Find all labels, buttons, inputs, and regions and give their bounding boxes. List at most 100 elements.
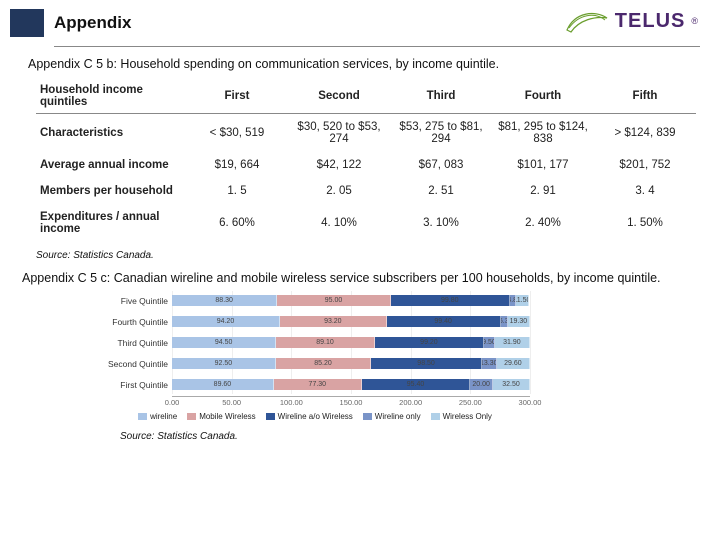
quintile-chart: Five Quintile88.3095.0099.804.811.50 Four… xyxy=(100,291,530,421)
col-header: Fifth xyxy=(594,79,696,114)
col-header: Second xyxy=(288,79,390,114)
cell: 4. 10% xyxy=(288,204,390,242)
table-source: Source: Statistics Canada. xyxy=(36,250,720,261)
table-row: Members per household1. 52. 052. 512. 91… xyxy=(36,178,696,204)
chart-segment: 94.50 xyxy=(172,337,276,348)
axis-tick: 250.00 xyxy=(459,398,482,407)
cell: 1. 50% xyxy=(594,204,696,242)
legend-item: Wireless Only xyxy=(431,412,492,421)
brand-logo: TELUS ® xyxy=(565,8,698,34)
cell: 3. 10% xyxy=(390,204,492,242)
legend-label: Mobile Wireless xyxy=(199,412,255,421)
chart-segment: 99.20 xyxy=(375,337,485,348)
chart-segment: 19.30 xyxy=(508,316,530,327)
chart-legend: wireline Mobile Wireless Wireline a/o Wire… xyxy=(100,412,530,421)
chart-bar-row: Fourth Quintile94.2093.2099.406.319.30 xyxy=(100,312,530,331)
chart-segment: 32.50 xyxy=(493,379,530,390)
cell: 2. 40% xyxy=(492,204,594,242)
chart-segment: 95.40 xyxy=(362,379,470,390)
registered-icon: ® xyxy=(691,16,698,26)
leaf-swoosh-icon xyxy=(565,8,609,34)
cell: 2. 91 xyxy=(492,178,594,204)
col-header: Fourth xyxy=(492,79,594,114)
axis-tick: 150.00 xyxy=(340,398,363,407)
axis-tick: 50.00 xyxy=(222,398,241,407)
chart-segment: 11.50 xyxy=(516,295,530,306)
axis-tick: 300.00 xyxy=(519,398,542,407)
cell: $53, 275 to $81, 294 xyxy=(390,114,492,153)
chart-segment: 89.10 xyxy=(276,337,374,348)
chart-bar-row: Five Quintile88.3095.0099.804.811.50 xyxy=(100,291,530,310)
chart-segment: 94.20 xyxy=(172,316,280,327)
table-row: Expenditures / annual income6. 60%4. 10%… xyxy=(36,204,696,242)
chart-segment: 85.20 xyxy=(276,358,372,369)
cell: $201, 752 xyxy=(594,152,696,178)
legend-swatch xyxy=(431,413,440,420)
chart-bar-row: First Quintile89.6077.3095.4020.0032.50 xyxy=(100,375,530,394)
table-row: Characteristics< $30, 519$30, 520 to $53… xyxy=(36,114,696,153)
col-header: Third xyxy=(390,79,492,114)
cell: 3. 4 xyxy=(594,178,696,204)
chart-row-label: Second Quintile xyxy=(100,359,172,369)
legend-item: wireline xyxy=(138,412,177,421)
header-rule xyxy=(54,46,700,47)
title-block: Appendix xyxy=(0,9,131,37)
legend-swatch xyxy=(187,413,196,420)
row-label: Expenditures / annual income xyxy=(36,204,186,242)
chart-segment: 31.90 xyxy=(495,337,530,348)
chart-segment: 13.30 xyxy=(482,358,497,369)
chart-segment: 9.50 xyxy=(484,337,495,348)
cell: $42, 122 xyxy=(288,152,390,178)
cell: $81, 295 to $124, 838 xyxy=(492,114,594,153)
chart-segment: 92.50 xyxy=(172,358,276,369)
cell: 2. 51 xyxy=(390,178,492,204)
legend-label: wireline xyxy=(150,412,177,421)
chart-segment: 95.00 xyxy=(277,295,390,306)
chart-segment: 99.80 xyxy=(391,295,510,306)
chart-segment: 89.60 xyxy=(172,379,274,390)
logo-text: TELUS xyxy=(615,10,686,33)
chart-row-label: First Quintile xyxy=(100,380,172,390)
cell: < $30, 519 xyxy=(186,114,288,153)
legend-item: Mobile Wireless xyxy=(187,412,255,421)
row-label: Characteristics xyxy=(36,114,186,153)
chart-segment: 93.20 xyxy=(280,316,387,327)
col-header: First xyxy=(186,79,288,114)
legend-label: Wireline only xyxy=(375,412,421,421)
row-label: Average annual income xyxy=(36,152,186,178)
legend-swatch xyxy=(363,413,372,420)
cell: $101, 177 xyxy=(492,152,594,178)
table-subtitle: Appendix C 5 b: Household spending on co… xyxy=(28,57,700,71)
cell: 6. 60% xyxy=(186,204,288,242)
cell: 1. 5 xyxy=(186,178,288,204)
legend-item: Wireline a/o Wireless xyxy=(266,412,353,421)
cell: 2. 05 xyxy=(288,178,390,204)
header: Appendix TELUS ® xyxy=(0,0,720,46)
page-title: Appendix xyxy=(54,13,131,33)
chart-bar-row: Second Quintile92.5085.2098.5013.3029.60 xyxy=(100,354,530,373)
chart-segment: 99.40 xyxy=(387,316,501,327)
chart-row-label: Five Quintile xyxy=(100,296,172,306)
chart-segment: 77.30 xyxy=(274,379,362,390)
cell: > $124, 839 xyxy=(594,114,696,153)
chart-row-label: Fourth Quintile xyxy=(100,317,172,327)
chart-segment: 6.3 xyxy=(501,316,508,327)
axis-tick: 200.00 xyxy=(399,398,422,407)
chart-row-label: Third Quintile xyxy=(100,338,172,348)
legend-item: Wireline only xyxy=(363,412,421,421)
cell: $67, 083 xyxy=(390,152,492,178)
legend-swatch xyxy=(266,413,275,420)
chart-segment: 98.50 xyxy=(371,358,481,369)
title-accent-block xyxy=(10,9,44,37)
cell: $30, 520 to $53, 274 xyxy=(288,114,390,153)
chart-segment: 20.00 xyxy=(470,379,493,390)
axis-tick: 100.00 xyxy=(280,398,303,407)
legend-swatch xyxy=(138,413,147,420)
chart-subtitle: Appendix C 5 c: Canadian wireline and mo… xyxy=(22,271,700,285)
table-header-row: Household income quintiles First Second … xyxy=(36,79,696,114)
legend-label: Wireline a/o Wireless xyxy=(278,412,353,421)
legend-label: Wireless Only xyxy=(443,412,492,421)
chart-bar-row: Third Quintile94.5089.1099.209.5031.90 xyxy=(100,333,530,352)
chart-segment: 88.30 xyxy=(172,295,277,306)
quintile-table: Household income quintiles First Second … xyxy=(36,79,696,242)
